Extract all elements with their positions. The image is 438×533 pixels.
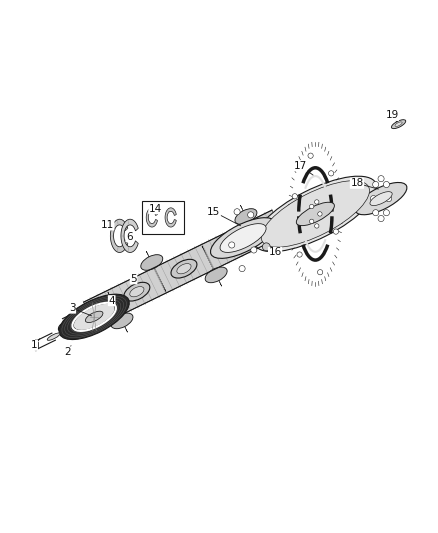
- Polygon shape: [240, 205, 260, 246]
- Ellipse shape: [177, 263, 191, 274]
- Polygon shape: [121, 219, 138, 253]
- Ellipse shape: [271, 217, 285, 228]
- Circle shape: [378, 175, 384, 182]
- Ellipse shape: [130, 287, 144, 297]
- Circle shape: [314, 224, 319, 228]
- Text: 1: 1: [31, 341, 38, 350]
- Ellipse shape: [220, 224, 266, 253]
- Text: 17: 17: [293, 161, 307, 171]
- Text: 16: 16: [268, 247, 282, 257]
- Circle shape: [378, 215, 384, 222]
- Text: 4: 4: [108, 296, 115, 305]
- Ellipse shape: [254, 176, 377, 252]
- Ellipse shape: [111, 313, 133, 329]
- Ellipse shape: [224, 240, 238, 251]
- Ellipse shape: [261, 181, 370, 247]
- Text: 3: 3: [69, 303, 76, 313]
- Polygon shape: [86, 322, 95, 331]
- Polygon shape: [84, 210, 284, 327]
- Ellipse shape: [74, 303, 115, 330]
- Ellipse shape: [395, 122, 402, 126]
- Ellipse shape: [77, 305, 103, 324]
- Circle shape: [310, 204, 314, 209]
- Polygon shape: [146, 251, 166, 292]
- Ellipse shape: [83, 310, 97, 320]
- Ellipse shape: [265, 213, 291, 232]
- Ellipse shape: [171, 260, 197, 278]
- Polygon shape: [108, 292, 127, 332]
- Circle shape: [262, 243, 270, 251]
- Text: 5: 5: [130, 274, 137, 284]
- Circle shape: [328, 171, 334, 176]
- Text: 6: 6: [126, 232, 133, 242]
- Circle shape: [383, 181, 389, 188]
- Ellipse shape: [47, 333, 60, 341]
- Polygon shape: [146, 208, 158, 227]
- Circle shape: [251, 247, 257, 253]
- Text: 11: 11: [101, 220, 114, 230]
- Circle shape: [239, 265, 245, 272]
- Circle shape: [234, 209, 240, 215]
- Circle shape: [385, 196, 392, 201]
- Circle shape: [229, 242, 235, 248]
- Ellipse shape: [211, 217, 276, 259]
- Polygon shape: [165, 208, 177, 227]
- Ellipse shape: [370, 192, 392, 206]
- Text: 15: 15: [207, 207, 220, 217]
- Ellipse shape: [392, 120, 406, 128]
- Ellipse shape: [59, 294, 129, 340]
- Ellipse shape: [235, 209, 257, 224]
- Polygon shape: [110, 219, 128, 253]
- Circle shape: [318, 212, 322, 216]
- Circle shape: [318, 270, 323, 275]
- Circle shape: [314, 200, 319, 204]
- Circle shape: [297, 252, 302, 257]
- Ellipse shape: [218, 236, 244, 255]
- Circle shape: [310, 219, 314, 223]
- Text: 18: 18: [350, 178, 364, 188]
- Text: 2: 2: [64, 347, 71, 357]
- Ellipse shape: [205, 267, 227, 282]
- Text: 14: 14: [149, 204, 162, 214]
- Ellipse shape: [297, 202, 334, 225]
- Polygon shape: [33, 340, 39, 351]
- Circle shape: [247, 212, 254, 218]
- Circle shape: [292, 193, 297, 199]
- Bar: [142, 201, 184, 233]
- Circle shape: [371, 196, 377, 201]
- Ellipse shape: [355, 182, 407, 215]
- Circle shape: [373, 181, 379, 188]
- Ellipse shape: [141, 255, 163, 270]
- Circle shape: [308, 153, 313, 158]
- Circle shape: [383, 209, 389, 216]
- Ellipse shape: [58, 320, 74, 332]
- Circle shape: [333, 229, 339, 234]
- Ellipse shape: [85, 311, 103, 322]
- Circle shape: [373, 209, 379, 216]
- Ellipse shape: [124, 282, 150, 301]
- Polygon shape: [202, 246, 222, 286]
- Text: 19: 19: [385, 110, 399, 120]
